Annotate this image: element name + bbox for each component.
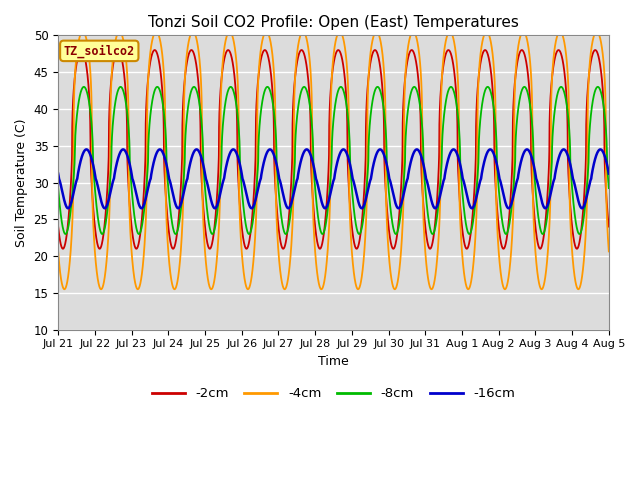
-2cm xyxy=(385,223,392,229)
-4cm xyxy=(385,248,392,254)
-8cm xyxy=(54,185,62,191)
Text: TZ_soilco2: TZ_soilco2 xyxy=(63,44,135,58)
-4cm xyxy=(465,286,473,291)
-8cm xyxy=(154,84,162,90)
-2cm xyxy=(605,224,612,229)
-4cm xyxy=(507,251,515,256)
Line: -16cm: -16cm xyxy=(58,149,609,208)
Legend: -2cm, -4cm, -8cm, -16cm: -2cm, -4cm, -8cm, -16cm xyxy=(147,382,521,406)
-16cm xyxy=(605,171,612,177)
Y-axis label: Soil Temperature (C): Soil Temperature (C) xyxy=(15,118,28,247)
-4cm xyxy=(605,249,612,254)
-4cm xyxy=(593,29,600,35)
-2cm xyxy=(265,56,273,62)
-16cm xyxy=(54,171,62,177)
-16cm xyxy=(508,202,515,207)
-16cm xyxy=(465,202,473,207)
-2cm xyxy=(426,246,434,252)
-2cm xyxy=(508,187,515,192)
-4cm xyxy=(54,249,62,254)
-2cm xyxy=(154,54,162,60)
-8cm xyxy=(507,210,515,216)
-8cm xyxy=(605,185,612,191)
-2cm xyxy=(465,240,473,246)
-4cm xyxy=(413,35,420,40)
Line: -2cm: -2cm xyxy=(58,50,609,249)
Line: -4cm: -4cm xyxy=(58,32,609,289)
-16cm xyxy=(413,146,420,152)
Title: Tonzi Soil CO2 Profile: Open (East) Temperatures: Tonzi Soil CO2 Profile: Open (East) Temp… xyxy=(148,15,519,30)
-2cm xyxy=(224,47,232,53)
-8cm xyxy=(265,85,273,91)
-8cm xyxy=(245,231,253,237)
-2cm xyxy=(54,224,62,229)
-16cm xyxy=(265,147,273,153)
-4cm xyxy=(154,31,162,36)
-8cm xyxy=(413,86,420,92)
-16cm xyxy=(64,205,72,211)
-8cm xyxy=(594,84,602,90)
-8cm xyxy=(465,231,473,237)
X-axis label: Time: Time xyxy=(318,355,349,368)
-4cm xyxy=(244,287,252,292)
-8cm xyxy=(385,185,392,191)
-4cm xyxy=(265,32,273,37)
-16cm xyxy=(385,170,392,176)
-16cm xyxy=(154,147,162,153)
-16cm xyxy=(413,146,420,152)
Line: -8cm: -8cm xyxy=(58,87,609,234)
-2cm xyxy=(413,60,420,66)
